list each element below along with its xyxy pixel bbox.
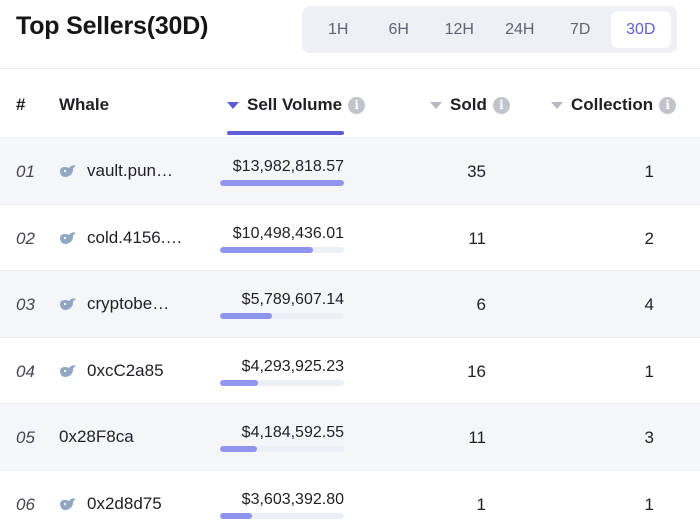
whale-name[interactable]: 0xcC2a85: [87, 360, 164, 380]
whale-name[interactable]: cold.4156.…: [87, 227, 183, 247]
volume-bar-track: [220, 379, 344, 386]
column-header-sell-volume[interactable]: Sell Volume i: [227, 95, 366, 115]
collection-value: 2: [644, 228, 654, 248]
column-label-whale: Whale: [59, 95, 110, 114]
whale-icon: [59, 164, 77, 178]
whale-icon: [59, 297, 77, 311]
sell-volume-value: $4,184,592.55: [241, 424, 344, 441]
column-label-sold: Sold: [450, 95, 487, 114]
whale-icon: [59, 364, 77, 378]
whale-cell[interactable]: cold.4156.…: [59, 228, 182, 248]
sold-value: 11: [468, 428, 486, 447]
row-rank: 05: [16, 428, 35, 447]
table-row[interactable]: 06 0x2d8d75 $3,603,392.80 1 1: [0, 471, 700, 525]
volume-bar-fill: [220, 313, 273, 319]
range-button-7d[interactable]: 7D: [570, 20, 591, 38]
sort-desc-icon: [227, 101, 239, 109]
column-header-sold[interactable]: Sold i: [430, 95, 510, 115]
collection-value: 1: [644, 494, 654, 514]
info-icon[interactable]: i: [492, 96, 510, 114]
sell-volume-value: $5,789,607.14: [241, 291, 344, 308]
sell-volume-cell: $4,293,925.23: [220, 358, 344, 386]
table-row[interactable]: 04 0xcC2a85 $4,293,925.23 16 1: [0, 338, 700, 404]
range-button-30d[interactable]: 30D: [610, 11, 671, 48]
active-sort-indicator: [227, 131, 344, 135]
sell-volume-cell: $4,184,592.55: [220, 424, 344, 452]
column-header-collection[interactable]: Collection i: [551, 95, 677, 115]
row-rank: 04: [16, 361, 35, 381]
sold-value: 16: [467, 361, 486, 381]
range-button-1h[interactable]: 1H: [328, 20, 349, 38]
sell-volume-value: $3,603,392.80: [241, 490, 344, 508]
range-button-12h[interactable]: 12H: [444, 20, 474, 38]
volume-bar-fill: [220, 246, 313, 253]
whale-name[interactable]: cryptobe…: [87, 294, 170, 313]
whale-icon: [59, 497, 77, 511]
sell-volume-cell: $3,603,392.80: [220, 491, 344, 519]
table-row[interactable]: 05 0x28F8ca $4,184,592.55 11 3: [0, 404, 700, 471]
sort-icon: [551, 101, 563, 109]
whale-name[interactable]: 0x2d8d75: [87, 493, 162, 513]
page-title: Top Sellers(30D): [16, 12, 209, 40]
sold-value: 6: [476, 295, 486, 314]
column-header-whale: Whale: [59, 95, 109, 115]
collection-value: 3: [644, 428, 654, 447]
row-rank: 02: [16, 228, 35, 248]
volume-bar-track: [220, 446, 344, 452]
range-button-6h[interactable]: 6H: [388, 20, 409, 38]
row-rank: 03: [16, 295, 35, 314]
sort-icon: [430, 101, 442, 109]
volume-bar-track: [220, 180, 344, 186]
sold-value: 35: [467, 162, 486, 181]
range-button-24h[interactable]: 24H: [505, 20, 535, 38]
table-row[interactable]: 01 vault.pun… $13,982,818.57 35 1: [0, 138, 700, 205]
header: Top Sellers(30D) 1H 6H 12H 24H 7D 30D: [0, 0, 700, 68]
sell-volume-cell: $13,982,818.57: [220, 158, 344, 186]
volume-bar-track: [220, 246, 344, 253]
table-row[interactable]: 03 cryptobe… $5,789,607.14 6 4: [0, 271, 700, 338]
whale-name[interactable]: vault.pun…: [87, 161, 173, 180]
info-icon[interactable]: i: [348, 96, 366, 114]
table-header: # Whale Sell Volume i Sold i Collection …: [0, 68, 700, 138]
volume-bar-track: [220, 512, 344, 519]
whale-icon: [59, 231, 77, 245]
table-body: 01 vault.pun… $13,982,818.57 35 1 02 cold.4156…: [0, 138, 700, 525]
whale-cell[interactable]: vault.pun…: [59, 161, 173, 181]
column-header-rank: #: [16, 95, 25, 115]
sell-volume-value: $4,293,925.23: [241, 357, 344, 375]
volume-bar-track: [220, 313, 344, 319]
info-icon[interactable]: i: [659, 96, 677, 114]
table-row[interactable]: 02 cold.4156.… $10,498,436.01 11 2: [0, 205, 700, 271]
sell-volume-value: $13,982,818.57: [232, 158, 344, 175]
volume-bar-fill: [220, 512, 253, 519]
row-rank: 01: [16, 162, 35, 181]
whale-cell[interactable]: 0x28F8ca: [59, 427, 134, 447]
row-rank: 06: [16, 494, 35, 514]
time-range-selector: 1H 6H 12H 24H 7D 30D: [302, 6, 677, 53]
whale-cell[interactable]: cryptobe…: [59, 294, 169, 314]
column-label-collection: Collection: [571, 95, 654, 114]
column-label-rank: #: [16, 95, 26, 114]
volume-bar-fill: [220, 180, 344, 186]
volume-bar-fill: [220, 379, 259, 386]
collection-value: 1: [644, 361, 654, 381]
collection-value: 1: [644, 162, 654, 181]
sold-value: 1: [476, 494, 486, 514]
sold-value: 11: [468, 228, 486, 248]
whale-cell[interactable]: 0x2d8d75: [59, 494, 162, 514]
whale-name[interactable]: 0x28F8ca: [59, 427, 134, 446]
volume-bar-fill: [220, 446, 258, 452]
column-label-sell-volume: Sell Volume: [247, 95, 343, 114]
sell-volume-cell: $5,789,607.14: [220, 291, 344, 319]
collection-value: 4: [644, 295, 654, 314]
sell-volume-value: $10,498,436.01: [232, 224, 344, 242]
sell-volume-cell: $10,498,436.01: [220, 225, 344, 253]
whale-cell[interactable]: 0xcC2a85: [59, 361, 164, 381]
